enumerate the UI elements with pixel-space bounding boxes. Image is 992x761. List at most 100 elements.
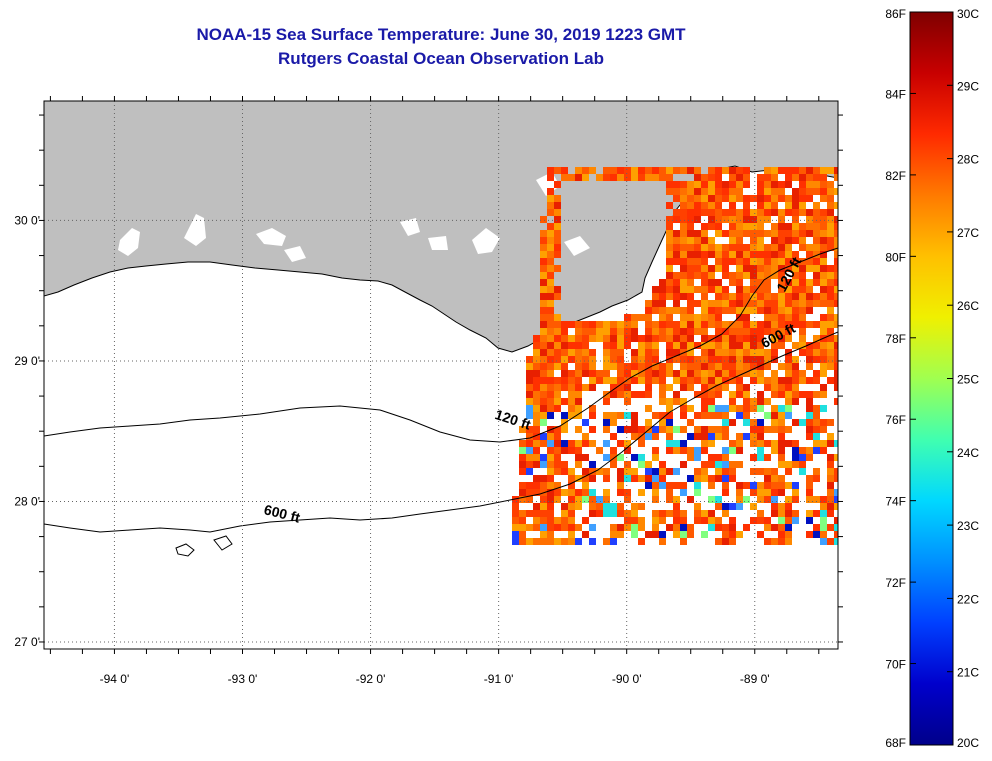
sst-cell [561,510,568,517]
sst-cell [687,209,694,216]
sst-cell [673,293,680,300]
sst-cell [680,286,687,293]
sst-cell [750,216,757,223]
sst-cell [722,286,729,293]
sst-cell [736,370,743,377]
sst-cell [813,433,820,440]
sst-cell [526,384,533,391]
sst-cell [533,405,540,412]
sst-cell [708,251,715,258]
sst-cell [701,286,708,293]
sst-cell [799,461,806,468]
sst-cell [659,293,666,300]
sst-cell [666,216,673,223]
sst-cell [701,307,708,314]
sst-cell [547,349,554,356]
sst-cell [694,181,701,188]
sst-cell [736,223,743,230]
sst-cell [834,265,838,272]
sst-cell [701,426,708,433]
sst-cell [547,496,554,503]
sst-cell [680,447,687,454]
sst-cell [694,363,701,370]
sst-cell [652,328,659,335]
colorbar-f-label: 68F [885,736,906,750]
sst-cell [701,384,708,391]
sst-cell [778,475,785,482]
sst-cell [820,510,827,517]
sst-cell [715,335,722,342]
sst-cell [659,286,666,293]
sst-cell [743,223,750,230]
sst-cell [729,293,736,300]
sst-cell [694,265,701,272]
sst-cell [617,342,624,349]
sst-cell [589,440,596,447]
sst-cell [519,489,526,496]
sst-cell [729,531,736,538]
sst-cell [834,342,838,349]
sst-cell [792,482,799,489]
sst-cell [743,202,750,209]
sst-cell [512,496,519,503]
sst-cell [554,447,561,454]
sst-cell [792,461,799,468]
sst-cell [806,209,813,216]
sst-cell [743,335,750,342]
sst-cell [659,517,666,524]
sst-cell [722,461,729,468]
sst-cell [715,209,722,216]
sst-cell [631,454,638,461]
sst-cell [771,174,778,181]
sst-cell [554,454,561,461]
sst-cell [750,237,757,244]
sst-cell [764,188,771,195]
sst-cell [764,272,771,279]
sst-cell [533,412,540,419]
sst-cell [533,426,540,433]
sst-cell [526,426,533,433]
sst-cell [715,202,722,209]
sst-cell [834,475,838,482]
sst-cell [617,482,624,489]
sst-cell [806,426,813,433]
sst-cell [673,426,680,433]
sst-cell [568,524,575,531]
sst-cell [827,209,834,216]
sst-cell [771,426,778,433]
sst-cell [526,447,533,454]
sst-cell [680,265,687,272]
sst-cell [540,314,547,321]
sst-cell [778,342,785,349]
sst-cell [673,370,680,377]
sst-cell [757,426,764,433]
sst-cell [631,328,638,335]
sst-cell [554,377,561,384]
sst-cell [561,370,568,377]
sst-cell [813,174,820,181]
sst-cell [701,202,708,209]
sst-cell [771,468,778,475]
sst-cell [673,517,680,524]
sst-cell [519,447,526,454]
colorbar-c-label: 22C [957,592,979,606]
sst-cell [813,496,820,503]
sst-cell [778,216,785,223]
sst-cell [820,237,827,244]
sst-cell [827,321,834,328]
sst-cell [771,321,778,328]
sst-cell [792,489,799,496]
sst-cell [568,482,575,489]
sst-cell [673,524,680,531]
sst-cell [764,475,771,482]
sst-cell [659,391,666,398]
sst-cell [820,363,827,370]
lat-tick-label: 27 0' [14,635,40,649]
sst-cell [771,188,778,195]
sst-cell [708,167,715,174]
sst-cell [799,174,806,181]
sst-cell [799,447,806,454]
sst-cell [680,398,687,405]
sst-cell [645,314,652,321]
